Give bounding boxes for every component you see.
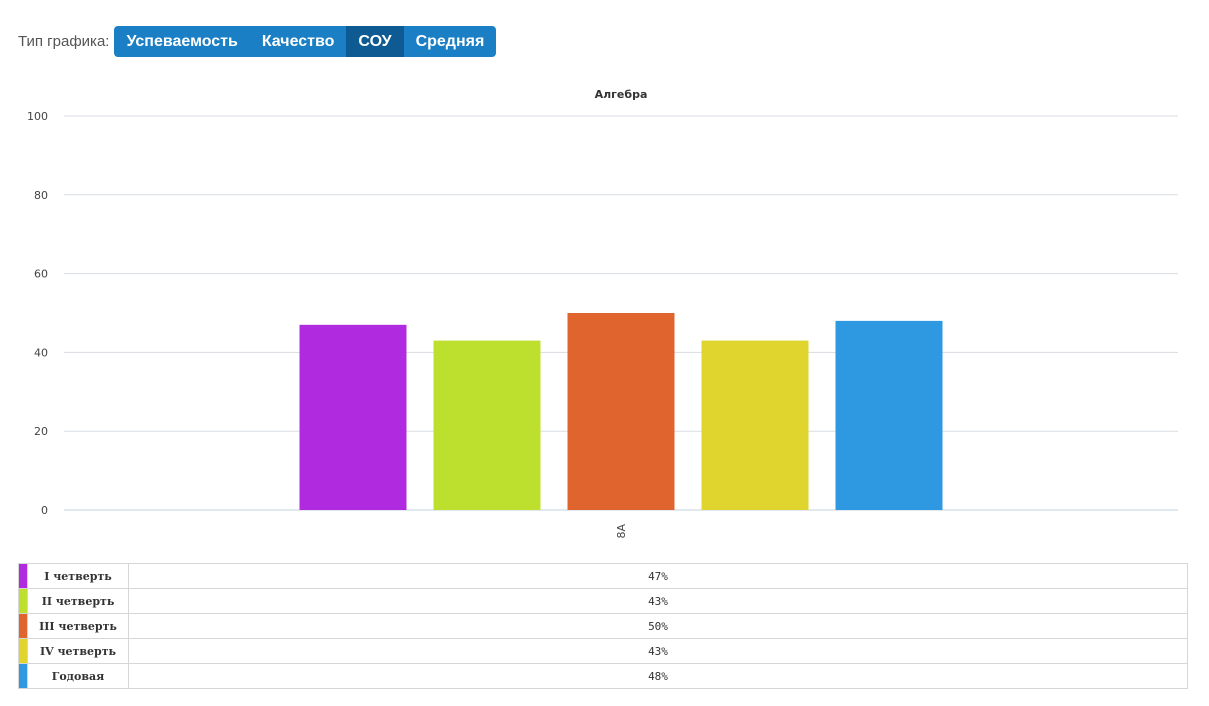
legend-series-name: III четверть — [27, 613, 129, 639]
bar-chart: Алгебра 0 20 40 60 80 100 8А — [27, 88, 1178, 539]
legend-swatch — [18, 563, 28, 589]
legend-series-name: Годовая — [27, 663, 129, 689]
legend-row: I четверть 47% — [18, 563, 1188, 589]
y-tick-label: 60 — [34, 268, 48, 281]
chart-type-sou-button[interactable]: СОУ — [346, 26, 404, 57]
legend-series-value: 48% — [128, 663, 1188, 689]
legend-swatch — [18, 663, 28, 689]
y-tick-label: 40 — [34, 346, 48, 359]
y-tick-label: 0 — [41, 504, 48, 517]
legend-series-name: I четверть — [27, 563, 129, 589]
legend-series-name: II четверть — [27, 588, 129, 614]
legend-series-value: 43% — [128, 638, 1188, 664]
legend-row: Годовая 48% — [18, 663, 1188, 689]
y-tick-label: 100 — [27, 110, 48, 123]
legend-series-value: 50% — [128, 613, 1188, 639]
bar — [433, 340, 541, 510]
legend-swatch — [18, 638, 28, 664]
bar — [299, 324, 407, 510]
chart-type-label: Тип графика: — [18, 33, 110, 50]
bar — [567, 313, 675, 510]
chart-type-kachestvo-button[interactable]: Качество — [249, 26, 347, 57]
legend-row: III четверть 50% — [18, 613, 1188, 639]
legend-swatch — [18, 613, 28, 639]
legend-row: IV четверть 43% — [18, 638, 1188, 664]
chart-type-srednyaya-button[interactable]: Средняя — [403, 26, 497, 57]
legend-series-value: 43% — [128, 588, 1188, 614]
y-tick-label: 20 — [34, 425, 48, 438]
legend-series-name: IV четверть — [27, 638, 129, 664]
chart-type-button-group: Успеваемость Качество СОУ Средняя — [114, 26, 497, 57]
legend-table: I четверть 47% II четверть 43% III четве… — [18, 563, 1188, 689]
legend-series-value: 47% — [128, 563, 1188, 589]
chart-title: Алгебра — [595, 88, 648, 101]
legend-row: II четверть 43% — [18, 588, 1188, 614]
legend-swatch — [18, 588, 28, 614]
y-tick-label: 80 — [34, 189, 48, 202]
bar — [835, 320, 943, 510]
x-tick-label: 8А — [615, 524, 628, 539]
chart-type-toolbar: Тип графика: Успеваемость Качество СОУ С… — [18, 26, 497, 57]
chart-type-uspevaemost-button[interactable]: Успеваемость — [114, 26, 250, 57]
bar — [701, 340, 809, 510]
